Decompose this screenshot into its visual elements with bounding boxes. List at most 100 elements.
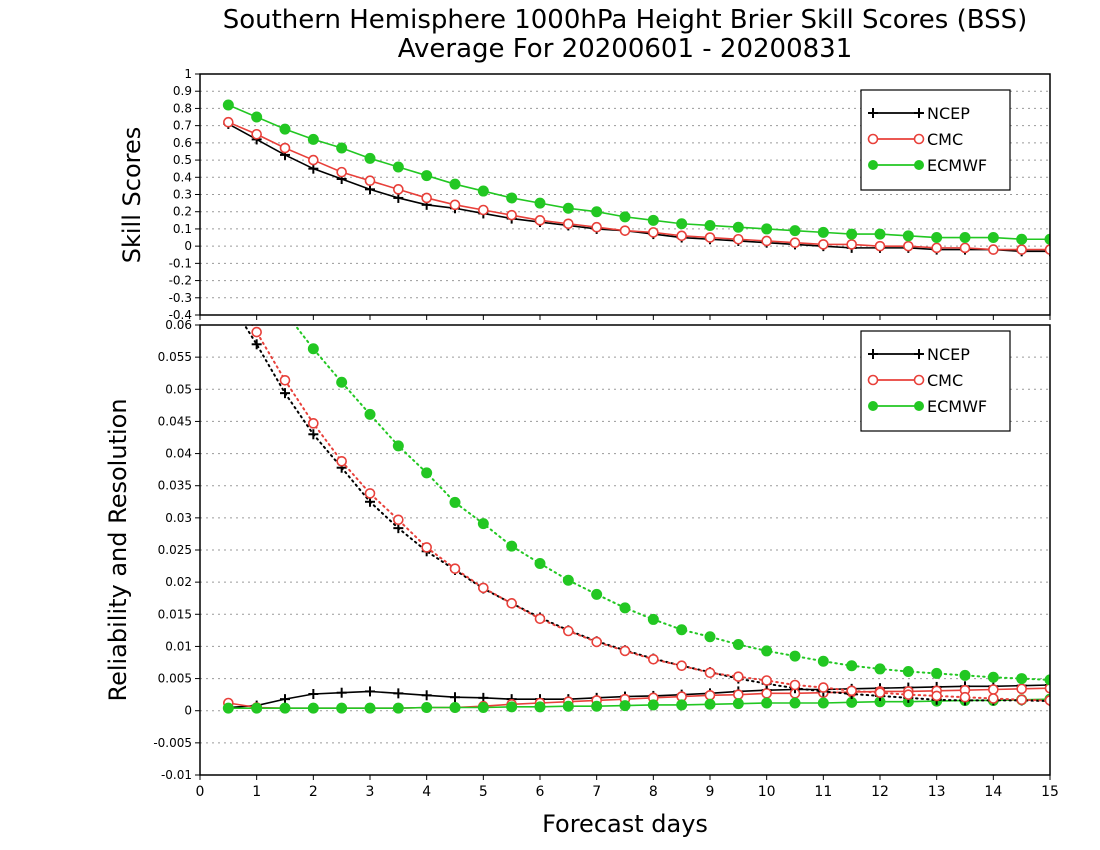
chart-title-line2: Average For 20200601 - 20200831 bbox=[398, 34, 853, 64]
data-point-ecmwf bbox=[619, 602, 631, 614]
y-tick-label: 0.06 bbox=[165, 318, 192, 332]
data-point-ncep bbox=[308, 689, 319, 699]
data-point-cmc bbox=[534, 613, 546, 625]
data-point-ecmwf bbox=[251, 111, 263, 123]
legend-marker bbox=[914, 401, 924, 411]
legend-item-ecmwf: ECMWF bbox=[868, 397, 987, 416]
x-tick-label: 8 bbox=[649, 784, 658, 800]
plot-frame bbox=[199, 73, 1051, 316]
data-point-ecmwf bbox=[336, 702, 348, 714]
data-point-ecmwf bbox=[902, 230, 914, 242]
legend-marker bbox=[914, 160, 924, 170]
data-point-cmc bbox=[931, 690, 942, 702]
legend-marker bbox=[913, 374, 925, 386]
data-point-cmc bbox=[733, 671, 744, 682]
data-point-ecmwf bbox=[307, 343, 319, 355]
x-tick-label: 14 bbox=[984, 784, 1002, 800]
data-point-cmc bbox=[224, 282, 233, 291]
data-point-cmc bbox=[733, 233, 744, 245]
data-point-cmc bbox=[846, 685, 857, 697]
y-tick-label: 0.035 bbox=[158, 479, 192, 493]
legend: NCEP CMC ECMWF bbox=[860, 89, 1011, 191]
data-point-ecmwf bbox=[931, 232, 943, 244]
legend-label: CMC bbox=[927, 130, 963, 149]
y-tick-label: 0.005 bbox=[158, 672, 192, 686]
y-tick-label: 0.9 bbox=[173, 84, 192, 98]
data-point-cmc bbox=[903, 689, 914, 700]
data-point-ncep bbox=[280, 388, 290, 399]
data-point-ecmwf bbox=[364, 702, 376, 714]
data-point-cmc bbox=[874, 240, 886, 252]
y-tick-label: -0.1 bbox=[169, 256, 192, 270]
y-tick-label: 0.2 bbox=[173, 205, 192, 219]
data-point-cmc bbox=[223, 116, 234, 128]
y-axis-label: Reliability and Resolution bbox=[104, 398, 132, 701]
data-point-cmc bbox=[478, 582, 489, 594]
data-point-ecmwf bbox=[392, 161, 404, 173]
data-point-ecmwf bbox=[704, 631, 716, 643]
y-tick-label: -0.005 bbox=[153, 736, 192, 750]
y-tick-label: -0.01 bbox=[161, 768, 192, 782]
data-point-ecmwf bbox=[421, 702, 433, 713]
data-point-ecmwf bbox=[562, 202, 574, 214]
legend-label: NCEP bbox=[927, 345, 970, 364]
data-point-ecmwf bbox=[591, 700, 603, 712]
data-point-ecmwf bbox=[1044, 674, 1050, 686]
data-point-ecmwf bbox=[506, 192, 518, 204]
data-point-cmc bbox=[1044, 244, 1050, 255]
data-point-cmc bbox=[704, 232, 716, 243]
data-point-ecmwf bbox=[817, 226, 829, 238]
data-point-ecmwf bbox=[591, 206, 603, 218]
data-point-ecmwf bbox=[732, 221, 744, 233]
data-point-ecmwf bbox=[704, 698, 716, 710]
y-tick-label: -0.2 bbox=[169, 274, 192, 288]
skill-scores-panel: -0.4 -0.3 -0.2 -0.1 0 0.1 0.2 0.3 0.4 0.5 0.6 0.7 0.… bbox=[118, 67, 1051, 322]
series-group bbox=[222, 282, 1050, 714]
y-tick-label: 0.1 bbox=[173, 222, 192, 236]
x-tick-label: 12 bbox=[871, 784, 889, 800]
legend-marker bbox=[868, 401, 878, 411]
y-tick-label: 0.3 bbox=[173, 188, 192, 202]
x-tick-label: 6 bbox=[536, 784, 545, 800]
y-tick-label: 0 bbox=[184, 239, 192, 253]
data-point-ecmwf bbox=[336, 142, 348, 154]
data-point-cmc bbox=[308, 418, 319, 429]
series-line-ecmwf-resolution bbox=[293, 325, 1050, 681]
data-point-ncep bbox=[393, 688, 404, 699]
data-point-cmc bbox=[959, 242, 971, 254]
data-point-ecmwf bbox=[647, 613, 659, 625]
series-line-ecmwf-reliability bbox=[228, 698, 1050, 709]
data-point-ecmwf bbox=[959, 232, 971, 244]
data-point-cmc bbox=[988, 684, 999, 695]
data-point-cmc bbox=[988, 244, 999, 255]
data-point-ecmwf bbox=[307, 702, 319, 714]
data-point-cmc bbox=[676, 660, 687, 672]
data-point-cmc bbox=[591, 636, 602, 648]
data-point-ecmwf bbox=[1044, 233, 1050, 245]
legend-marker bbox=[868, 160, 878, 170]
data-point-ecmwf bbox=[392, 440, 404, 452]
data-point-cmc bbox=[534, 215, 546, 226]
data-point-cmc bbox=[846, 239, 857, 250]
data-point-ecmwf bbox=[534, 701, 546, 713]
data-point-cmc bbox=[704, 689, 716, 701]
data-point-cmc bbox=[988, 693, 999, 704]
legend-marker bbox=[867, 374, 879, 386]
y-tick-label: 0.01 bbox=[165, 639, 192, 653]
data-point-ecmwf bbox=[704, 219, 716, 231]
data-point-ecmwf bbox=[817, 655, 829, 667]
data-point-cmc bbox=[364, 175, 376, 187]
data-point-ecmwf bbox=[477, 702, 489, 713]
data-point-cmc bbox=[1044, 695, 1050, 706]
data-point-cmc bbox=[563, 625, 574, 637]
data-point-cmc bbox=[308, 154, 319, 166]
data-point-ecmwf bbox=[222, 99, 234, 111]
data-point-ecmwf bbox=[279, 123, 291, 135]
data-point-ecmwf bbox=[761, 697, 773, 709]
y-tick-label: 0.7 bbox=[173, 119, 192, 133]
plot-frame bbox=[199, 324, 1051, 776]
data-point-cmc bbox=[789, 237, 801, 248]
y-tick-label: -0.3 bbox=[169, 291, 192, 305]
series-line-ncep-resolution bbox=[243, 325, 1050, 703]
y-tick-label: 0.04 bbox=[165, 447, 192, 461]
